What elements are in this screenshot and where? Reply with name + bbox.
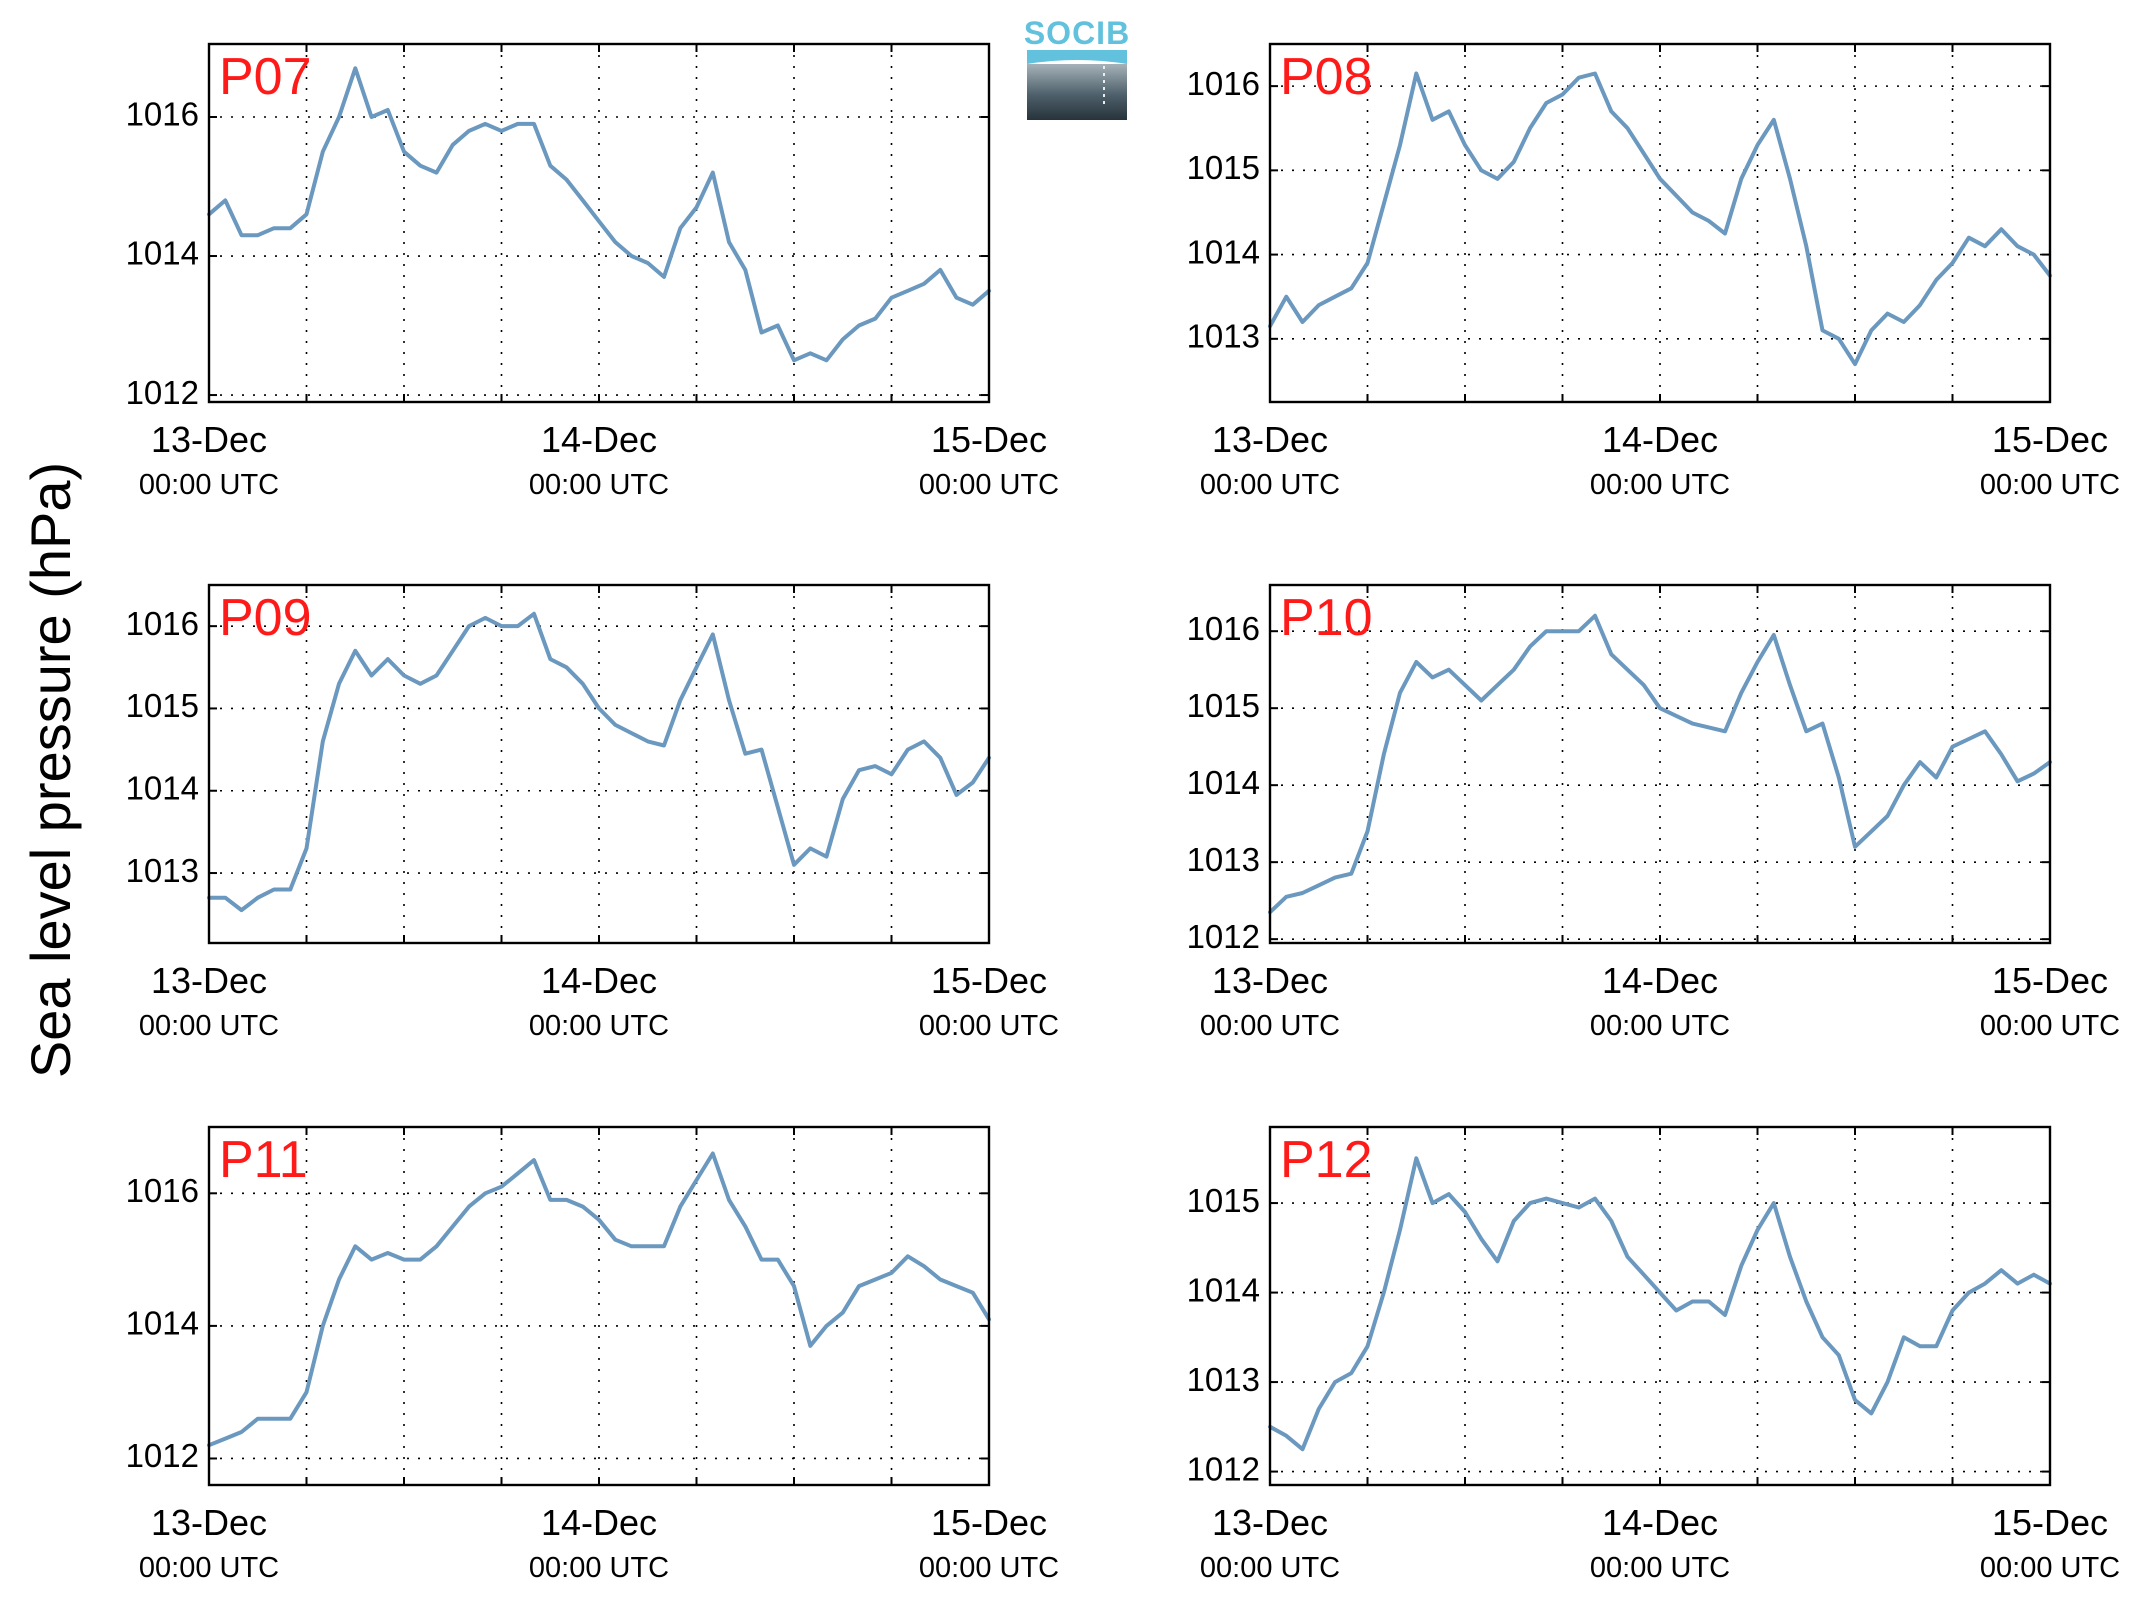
y-tick-label: 1013 — [1187, 318, 1260, 355]
y-tick-label: 1016 — [126, 605, 199, 642]
y-tick-label: 1013 — [1187, 1361, 1260, 1398]
x-tick-label-date: 14-Dec — [541, 419, 657, 460]
panel-label: P09 — [219, 589, 312, 647]
series-line — [1268, 1156, 2052, 1452]
x-tick-label-time: 00:00 UTC — [1980, 469, 2120, 501]
x-tick-label-date: 14-Dec — [1602, 1502, 1718, 1543]
x-tick-label-date: 14-Dec — [541, 960, 657, 1001]
axes-frame — [1268, 42, 2052, 404]
y-tick-label: 1015 — [126, 687, 199, 724]
x-tick-label-date: 15-Dec — [1992, 960, 2108, 1001]
x-tick-label-time: 00:00 UTC — [1590, 1010, 1730, 1042]
x-tick-label-time: 00:00 UTC — [1200, 469, 1340, 501]
panel-p07: 1012 1014 1016 P07 13-Dec 00:00 UTC 14-Dec 00:0… — [126, 42, 1059, 501]
y-tick-label: 1014 — [126, 769, 199, 806]
x-tick-label-time: 00:00 UTC — [529, 1010, 669, 1042]
x-tick-label-date: 15-Dec — [931, 419, 1047, 460]
axes-frame — [1268, 1125, 2052, 1487]
x-tick-label-date: 15-Dec — [1992, 419, 2108, 460]
x-tick-label-date: 15-Dec — [1992, 1502, 2108, 1543]
y-tick-label: 1016 — [1187, 610, 1260, 647]
x-tick-label-time: 00:00 UTC — [1200, 1552, 1340, 1584]
x-tick-label-time: 00:00 UTC — [1590, 1552, 1730, 1584]
y-tick-label: 1012 — [1187, 1450, 1260, 1487]
axes-frame — [207, 1125, 991, 1487]
y-tick-label: 1013 — [1187, 841, 1260, 878]
x-tick-label-date: 15-Dec — [931, 960, 1047, 1001]
series-line — [1268, 71, 2052, 367]
panel-p10: 1012 1013 1014 1015 1016 P10 13-Dec 00:00 UTC 14… — [1187, 583, 2120, 1042]
panel-p11: 1012 1014 1016 P11 13-Dec 00:00 UTC 14-Dec 00:0… — [126, 1125, 1059, 1584]
logo-block — [1027, 64, 1127, 120]
x-tick-label-time: 00:00 UTC — [919, 469, 1059, 501]
axes-frame — [1268, 583, 2052, 945]
y-tick-label: 1014 — [1187, 764, 1260, 801]
y-axis-title: Sea level pressure (hPa) — [19, 462, 82, 1078]
y-tick-label: 1012 — [1187, 918, 1260, 955]
x-tick-label-time: 00:00 UTC — [1980, 1552, 2120, 1584]
y-tick-label: 1016 — [126, 96, 199, 133]
panel-p08: 1013 1014 1015 1016 P08 13-Dec 00:00 UTC 14-Dec… — [1187, 42, 2120, 501]
x-tick-label-date: 13-Dec — [1212, 1502, 1328, 1543]
x-tick-label-date: 13-Dec — [1212, 419, 1328, 460]
x-tick-label-time: 00:00 UTC — [529, 469, 669, 501]
x-tick-label-date: 13-Dec — [151, 960, 267, 1001]
panel-p12: 1012 1013 1014 1015 P12 13-Dec 00:00 UTC 14-Dec… — [1187, 1125, 2120, 1584]
y-tick-label: 1012 — [126, 374, 199, 411]
x-tick-label-date: 13-Dec — [151, 1502, 267, 1543]
panel-label: P12 — [1280, 1131, 1373, 1189]
x-tick-label-time: 00:00 UTC — [919, 1010, 1059, 1042]
y-tick-label: 1014 — [1187, 233, 1260, 270]
y-tick-label: 1014 — [126, 1305, 199, 1342]
panel-label: P11 — [219, 1131, 308, 1189]
y-tick-label: 1015 — [1187, 149, 1260, 186]
x-tick-label-date: 13-Dec — [151, 419, 267, 460]
axes-frame — [207, 583, 991, 945]
x-tick-label-date: 14-Dec — [1602, 419, 1718, 460]
x-tick-label-date: 15-Dec — [931, 1502, 1047, 1543]
series-line — [207, 1151, 991, 1448]
socib-logo: SOCIB — [1024, 15, 1130, 120]
panel-label: P07 — [219, 48, 312, 106]
axes-frame — [207, 42, 991, 404]
x-tick-label-time: 00:00 UTC — [139, 1010, 279, 1042]
y-tick-label: 1014 — [126, 235, 199, 272]
y-tick-label: 1016 — [1187, 65, 1260, 102]
x-tick-label-date: 14-Dec — [1602, 960, 1718, 1001]
logo-wave — [1027, 50, 1127, 64]
x-tick-label-time: 00:00 UTC — [139, 1552, 279, 1584]
logo-wordmark: SOCIB — [1024, 15, 1130, 51]
y-tick-label: 1016 — [126, 1172, 199, 1209]
y-tick-label: 1012 — [126, 1437, 199, 1474]
x-tick-label-date: 14-Dec — [541, 1502, 657, 1543]
series-line — [1268, 613, 2052, 915]
x-tick-label-time: 00:00 UTC — [1200, 1010, 1340, 1042]
panel-label: P10 — [1280, 589, 1373, 647]
panel-p09: 1013 1014 1015 1016 P09 13-Dec 00:00 UTC 14-Dec… — [126, 583, 1059, 1042]
series-line — [207, 66, 991, 363]
panels: 1012 1014 1016 P07 13-Dec 00:00 UTC 14-Dec 00:0… — [126, 42, 2120, 1584]
x-tick-label-time: 00:00 UTC — [529, 1552, 669, 1584]
x-tick-label-time: 00:00 UTC — [1980, 1010, 2120, 1042]
y-tick-label: 1015 — [1187, 1182, 1260, 1219]
x-tick-label-time: 00:00 UTC — [919, 1552, 1059, 1584]
y-tick-label: 1015 — [1187, 687, 1260, 724]
x-tick-label-time: 00:00 UTC — [1590, 469, 1730, 501]
x-tick-label-time: 00:00 UTC — [139, 469, 279, 501]
panel-label: P08 — [1280, 48, 1373, 106]
y-tick-label: 1013 — [126, 852, 199, 889]
series-line — [207, 611, 991, 913]
x-tick-label-date: 13-Dec — [1212, 960, 1328, 1001]
y-tick-label: 1014 — [1187, 1271, 1260, 1308]
